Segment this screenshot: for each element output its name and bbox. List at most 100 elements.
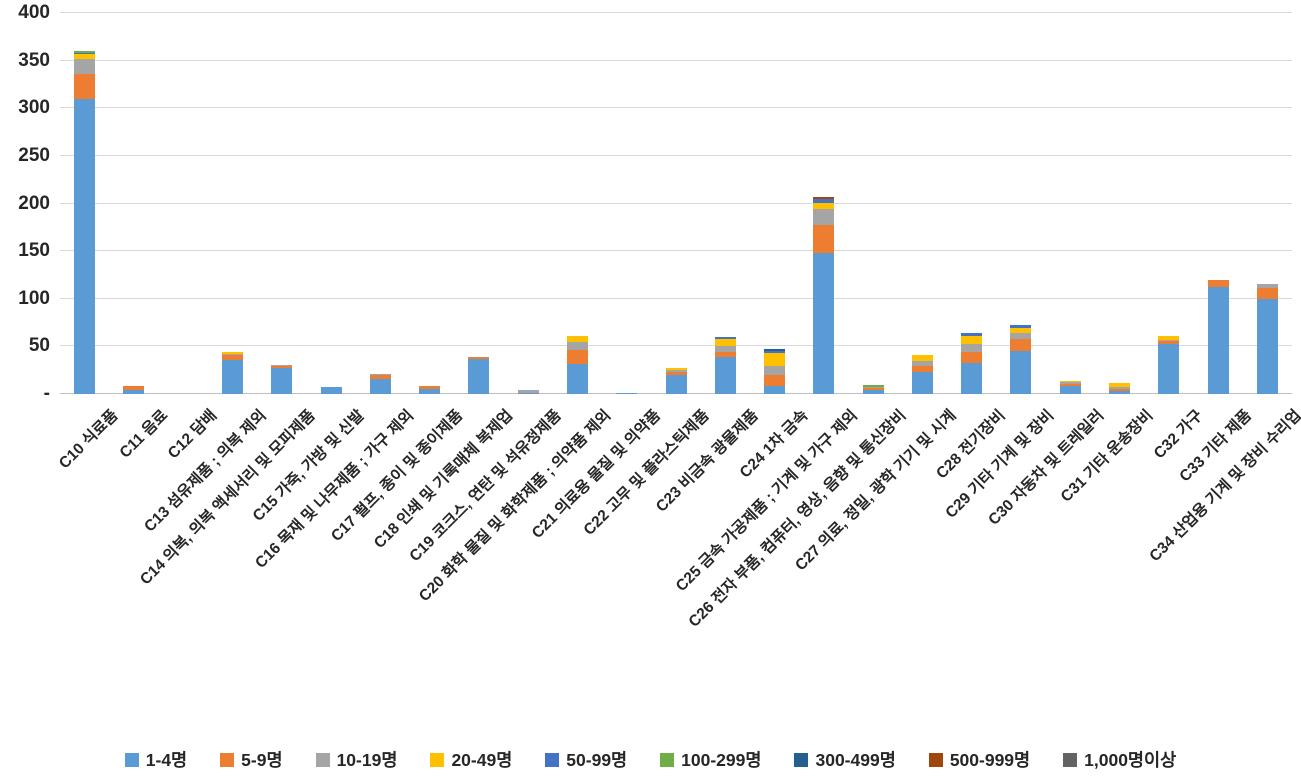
x-axis-label-anchor: C31 기타 운송장비 (542, 404, 1157, 506)
bar-segment (468, 356, 490, 359)
bar-segment (74, 73, 96, 99)
legend-item: 50-99명 (545, 747, 627, 772)
bar-segment (911, 366, 933, 373)
gridline (60, 250, 1292, 252)
x-axis-label: C29 기타 기계 및 장비 (942, 406, 1058, 522)
bar-segment (764, 366, 786, 375)
y-axis-label: 150 (18, 240, 50, 262)
bar-segment (764, 349, 786, 352)
x-axis-label-anchor: C15 가죽, 가방 및 신발 (0, 404, 368, 525)
bar-segment (123, 390, 145, 394)
legend-label: 300-499명 (815, 750, 896, 770)
x-axis-label: C13 섬유제품 ; 의복 제외 (140, 406, 270, 536)
y-axis-label: 200 (18, 192, 50, 214)
bar-segment (1158, 340, 1180, 345)
legend-swatch (315, 752, 330, 767)
bar-segment (221, 359, 243, 394)
bar-segment (764, 374, 786, 387)
bar-segment (1059, 380, 1081, 383)
bar-segment (813, 209, 835, 226)
bar-segment (813, 198, 835, 203)
gridline (60, 107, 1292, 109)
legend-label: 100-299명 (681, 750, 762, 770)
x-axis-label-anchor: C14 의복, 의복 액세서리 및 모피제품 (0, 404, 318, 588)
bar-segment (74, 52, 96, 54)
bar-segment (714, 338, 736, 347)
bar-segment (1109, 389, 1131, 392)
bar-segment (74, 53, 96, 59)
x-axis-label-anchor: C17 펄프, 종이 및 종이제품 (0, 404, 466, 545)
bar-segment (911, 360, 933, 367)
x-axis-label: C10 식료품 (56, 406, 122, 473)
bar-segment (764, 386, 786, 394)
plot-area (60, 12, 1292, 394)
bar-segment (1010, 325, 1032, 329)
legend-label: 20-49명 (451, 750, 513, 770)
legend-swatch (794, 752, 809, 767)
y-axis-label: 50 (28, 335, 50, 357)
bar-segment (1010, 328, 1032, 334)
gridline (60, 202, 1292, 204)
bar-segment (1158, 344, 1180, 394)
bar-segment (271, 368, 293, 394)
legend-item: 500-999명 (928, 747, 1031, 772)
x-axis-label: C16 목재 및 나무제품 ; 가구 제외 (252, 406, 418, 572)
y-axis-label: 100 (18, 287, 50, 309)
x-axis-label-anchor: C23 비금속 광물제품 (147, 404, 762, 516)
bar-segment (813, 253, 835, 394)
x-axis-label-anchor: C13 섬유제품 ; 의복 제외 (0, 404, 270, 536)
bar-segment (862, 390, 884, 394)
x-axis-label-anchor: C30 자동차 및 트레일러 (492, 404, 1107, 529)
x-axis-label-anchor: C10 식료품 (0, 404, 121, 472)
bar-segment (1256, 298, 1278, 394)
bar-segment (468, 358, 490, 394)
legend-swatch (928, 752, 943, 767)
bar-segment (1158, 339, 1180, 341)
x-axis-label: C33 기타 제품 (1176, 406, 1255, 486)
x-axis-label: C27 의료, 정밀, 광학 기기 및 시계 (791, 406, 960, 575)
legend-item: 5-9명 (220, 747, 283, 772)
legend-label: 1-4명 (145, 750, 188, 770)
bar-segment (714, 356, 736, 394)
x-axis-label: C34 산업용 기계 및 장비 수리업 (1145, 406, 1301, 566)
x-axis-label-anchor: C21 의료용 물질 및 의약품 (49, 404, 663, 542)
bar-segment (813, 202, 835, 210)
legend-swatch (430, 752, 445, 767)
x-axis-label: C12 담배 (164, 406, 221, 463)
bar-segment (566, 335, 588, 342)
bar-segment (1158, 335, 1180, 340)
bar-segment (419, 389, 441, 394)
x-axis-label: C19 코크스, 연탄 및 석유정제품 (406, 406, 566, 566)
x-axis-label: C24 1차 금속 (736, 406, 812, 482)
legend-item: 10-19명 (315, 747, 398, 772)
bar-segment (813, 225, 835, 254)
x-axis-label-anchor: C18 인쇄 및 기록매체 복제업 (0, 404, 516, 552)
bar-segment (369, 373, 391, 375)
legend-label: 10-19명 (336, 750, 398, 770)
y-axis-label: 400 (18, 2, 50, 23)
bar-segment (862, 385, 884, 387)
x-axis-label-anchor: C20 화학 물질 및 화학제품 ; 의약품 제외 (0, 404, 614, 605)
bar-segment (123, 386, 145, 391)
bar-segment (1109, 382, 1131, 388)
gridline (60, 345, 1292, 347)
legend-label: 500-999명 (949, 750, 1031, 770)
x-axis-label-anchor: C25 금속 가공제품 ; 기계 및 가구 제외 (246, 404, 860, 595)
bar-segment (1010, 333, 1032, 339)
x-axis-label-anchor: C22 고무 및 플라스틱제품 (98, 404, 713, 539)
x-axis-label: C31 기타 운송장비 (1057, 406, 1157, 506)
x-axis-label: C15 가죽, 가방 및 신발 (249, 406, 368, 525)
legend-swatch (1063, 752, 1078, 767)
x-axis-label-anchor: C29 기타 기계 및 장비 (443, 404, 1058, 522)
bar-segment (566, 341, 588, 351)
x-axis-label-anchor: C32 가구 (591, 404, 1205, 462)
bar-segment (566, 363, 588, 394)
bar-segment (1207, 279, 1229, 288)
bar-segment (714, 336, 736, 339)
gridline (60, 12, 1292, 13)
legend-item: 20-49명 (430, 747, 512, 772)
bar-segment (813, 196, 835, 199)
bar-segment (221, 354, 243, 360)
bar-segment (320, 387, 342, 394)
